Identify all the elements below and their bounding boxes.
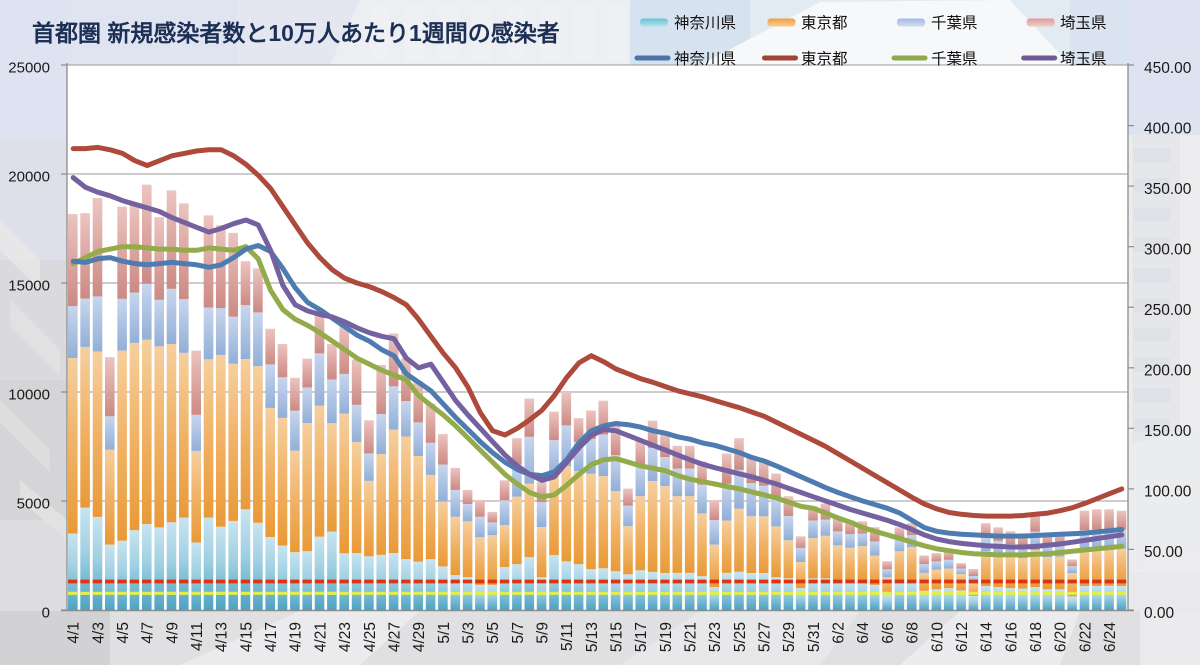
svg-text:首都圏 新規感染者数と10万人あたり1週間の感染者: 首都圏 新規感染者数と10万人あたり1週間の感染者 — [32, 20, 560, 46]
svg-text:6/16: 6/16 — [1003, 622, 1020, 652]
svg-text:5/23: 5/23 — [707, 622, 724, 652]
svg-text:5/19: 5/19 — [658, 622, 675, 652]
svg-text:6/12: 6/12 — [954, 622, 971, 652]
svg-text:4/11: 4/11 — [189, 622, 206, 651]
svg-text:5/9: 5/9 — [535, 622, 552, 644]
svg-text:6/8: 6/8 — [905, 622, 922, 644]
svg-text:4/29: 4/29 — [411, 622, 428, 652]
svg-text:5/7: 5/7 — [510, 622, 527, 644]
svg-text:4/25: 4/25 — [362, 622, 379, 652]
svg-text:15000: 15000 — [8, 278, 50, 295]
svg-text:250.00: 250.00 — [1144, 302, 1192, 319]
svg-text:5/29: 5/29 — [781, 622, 798, 652]
svg-text:6/20: 6/20 — [1053, 622, 1070, 653]
svg-text:6/18: 6/18 — [1028, 622, 1045, 652]
svg-text:5/5: 5/5 — [485, 622, 502, 644]
svg-text:6/10: 6/10 — [929, 622, 946, 653]
svg-text:0.00: 0.00 — [1144, 605, 1175, 622]
svg-text:4/23: 4/23 — [337, 622, 354, 652]
svg-text:千葉県: 千葉県 — [931, 50, 978, 68]
svg-text:4/17: 4/17 — [263, 622, 280, 652]
svg-text:5/11: 5/11 — [559, 622, 576, 651]
svg-text:0: 0 — [42, 605, 50, 622]
svg-text:4/15: 4/15 — [238, 622, 255, 652]
svg-text:東京都: 東京都 — [801, 14, 848, 32]
svg-text:4/5: 4/5 — [115, 622, 132, 644]
svg-text:450.00: 450.00 — [1144, 60, 1192, 77]
svg-text:6/4: 6/4 — [855, 622, 872, 644]
svg-text:5/31: 5/31 — [806, 622, 823, 652]
svg-text:5/1: 5/1 — [436, 622, 453, 644]
svg-text:5/21: 5/21 — [683, 622, 700, 652]
svg-text:4/9: 4/9 — [164, 622, 181, 644]
svg-text:6/14: 6/14 — [979, 622, 996, 653]
svg-text:25000: 25000 — [8, 60, 50, 77]
svg-text:神奈川県: 神奈川県 — [674, 50, 736, 68]
svg-text:5/13: 5/13 — [584, 622, 601, 652]
svg-text:5/3: 5/3 — [461, 622, 478, 644]
svg-text:5/25: 5/25 — [732, 622, 749, 652]
svg-text:150.00: 150.00 — [1144, 423, 1192, 440]
svg-text:5/27: 5/27 — [757, 622, 774, 652]
svg-text:5000: 5000 — [17, 496, 50, 513]
svg-text:5/17: 5/17 — [633, 622, 650, 652]
svg-text:埼玉県: 埼玉県 — [1060, 14, 1107, 32]
svg-text:6/6: 6/6 — [880, 622, 897, 644]
svg-text:6/22: 6/22 — [1077, 622, 1094, 652]
svg-text:6/2: 6/2 — [831, 622, 848, 644]
svg-text:東京都: 東京都 — [801, 50, 848, 68]
svg-text:200.00: 200.00 — [1144, 363, 1192, 380]
svg-text:5/15: 5/15 — [609, 622, 626, 652]
svg-text:4/21: 4/21 — [312, 622, 329, 652]
svg-text:千葉県: 千葉県 — [931, 14, 978, 32]
svg-text:100.00: 100.00 — [1144, 484, 1192, 501]
svg-text:50.00: 50.00 — [1144, 544, 1183, 561]
svg-text:4/3: 4/3 — [90, 622, 107, 644]
svg-text:350.00: 350.00 — [1144, 181, 1192, 198]
svg-text:4/7: 4/7 — [140, 622, 157, 644]
svg-text:4/19: 4/19 — [288, 622, 305, 652]
svg-text:埼玉県: 埼玉県 — [1060, 50, 1107, 68]
svg-text:10000: 10000 — [8, 387, 50, 404]
svg-text:4/27: 4/27 — [386, 622, 403, 652]
svg-text:4/1: 4/1 — [66, 622, 83, 644]
svg-text:20000: 20000 — [8, 169, 50, 186]
svg-text:4/13: 4/13 — [214, 622, 231, 652]
svg-text:400.00: 400.00 — [1144, 120, 1192, 137]
svg-text:神奈川県: 神奈川県 — [674, 14, 736, 32]
svg-text:300.00: 300.00 — [1144, 242, 1192, 259]
svg-text:6/24: 6/24 — [1102, 622, 1119, 653]
